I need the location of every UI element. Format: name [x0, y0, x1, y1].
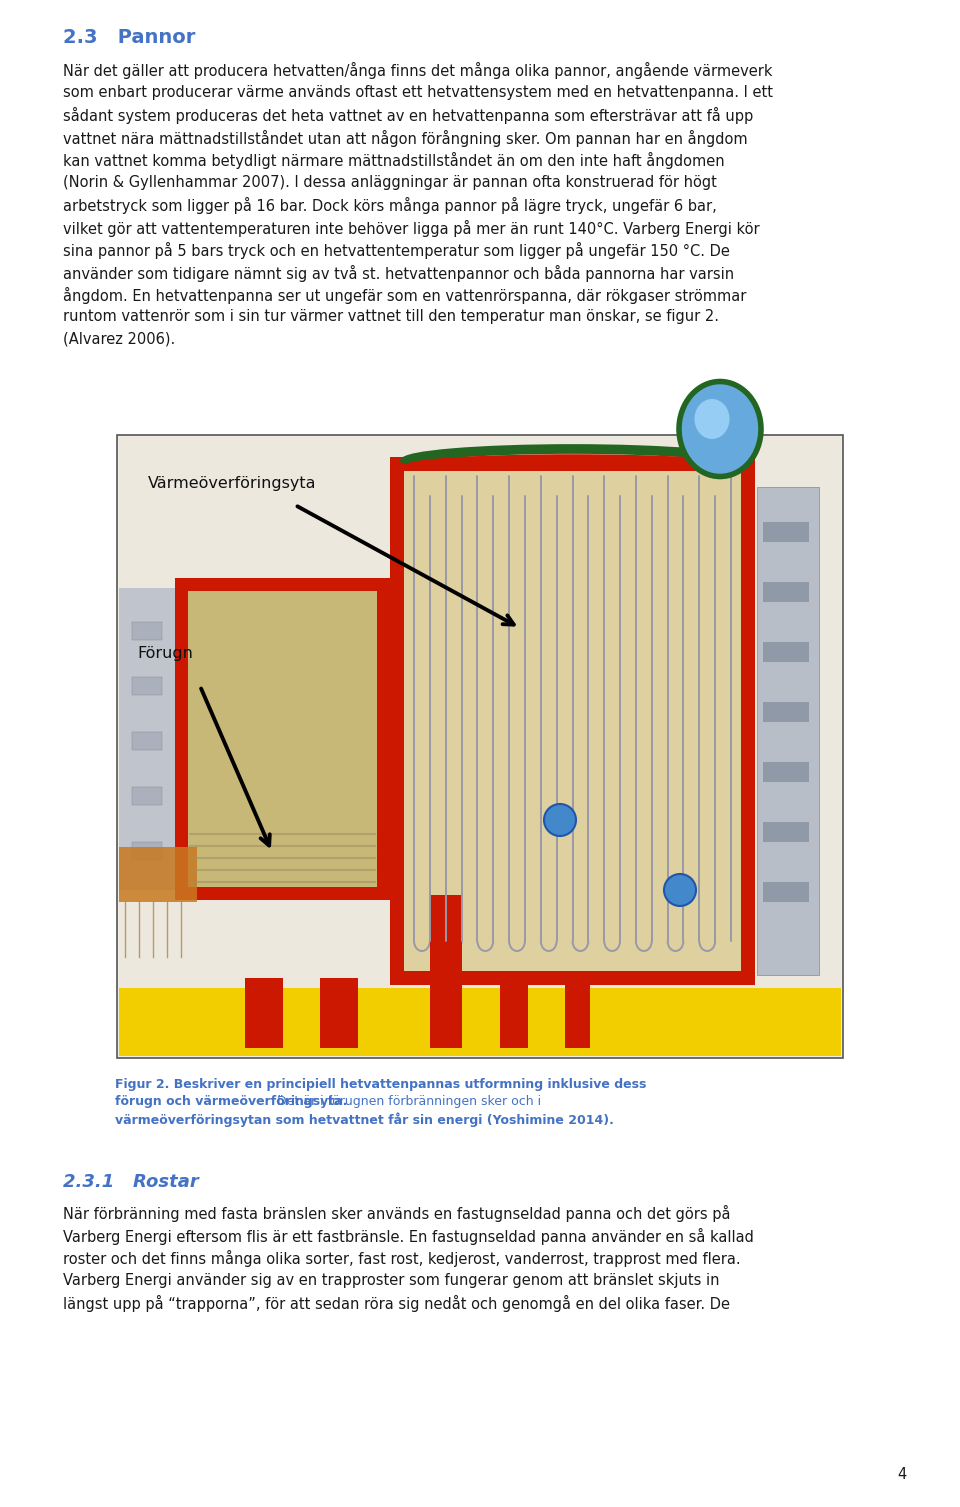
Ellipse shape [664, 874, 696, 906]
Text: Värmeöverföringsyta: Värmeöverföringsyta [148, 476, 317, 491]
Bar [188, 591, 377, 888]
Ellipse shape [694, 399, 730, 439]
Bar [757, 487, 819, 975]
Text: runtom vattenrör som i sin tur värmer vattnet till den temperatur man önskar, se: runtom vattenrör som i sin tur värmer va… [63, 309, 719, 324]
Text: Varberg Energi använder sig av en trapproster som fungerar genom att bränslet sk: Varberg Energi använder sig av en trappr… [63, 1272, 719, 1287]
Text: sina pannor på 5 bars tryck och en hetvattentemperatur som ligger på ungefär 150: sina pannor på 5 bars tryck och en hetva… [63, 243, 730, 259]
Bar [763, 582, 809, 601]
Text: som enbart producerar värme används oftast ett hetvattensystem med en hetvattenp: som enbart producerar värme används ofta… [63, 84, 773, 99]
Text: värmeöverföringsytan som hetvattnet får sin energi (Yoshimine 2014).: värmeöverföringsytan som hetvattnet får … [115, 1112, 613, 1127]
Bar [763, 821, 809, 842]
Bar [404, 472, 741, 971]
Bar [245, 978, 283, 1047]
Text: (Alvarez 2006).: (Alvarez 2006). [63, 332, 176, 347]
Bar [390, 457, 755, 986]
Bar [430, 895, 462, 986]
Text: (Norin & Gyllenhammar 2007). I dessa anläggningar är pannan ofta konstruerad för: (Norin & Gyllenhammar 2007). I dessa anl… [63, 175, 717, 190]
Text: förugn och värmeöverföringsyta.: förugn och värmeöverföringsyta. [115, 1096, 348, 1108]
Bar [117, 436, 843, 1058]
Bar [763, 882, 809, 903]
Text: När det gäller att producera hetvatten/ånga finns det många olika pannor, angåen: När det gäller att producera hetvatten/å… [63, 62, 773, 78]
Ellipse shape [679, 381, 761, 476]
Text: 2.3   Pannor: 2.3 Pannor [63, 29, 196, 47]
Bar [763, 702, 809, 722]
Bar [763, 521, 809, 543]
Text: kan vattnet komma betydligt närmare mättnadstillståndet än om den inte haft ångd: kan vattnet komma betydligt närmare mätt… [63, 152, 725, 169]
Text: Varberg Energi eftersom flis är ett fastbränsle. En fastugnseldad panna använder: Varberg Energi eftersom flis är ett fast… [63, 1228, 754, 1245]
Text: 4: 4 [898, 1466, 907, 1481]
Ellipse shape [544, 805, 576, 836]
Bar [320, 978, 358, 1047]
Bar [712, 433, 728, 463]
Bar [763, 763, 809, 782]
Bar [430, 978, 462, 1047]
Text: vattnet nära mättnadstillståndet utan att någon förångning sker. Om pannan har e: vattnet nära mättnadstillståndet utan at… [63, 130, 748, 146]
Text: Figur 2. Beskriver en principiell hetvattenpannas utformning inklusive dess: Figur 2. Beskriver en principiell hetvat… [115, 1078, 646, 1091]
Text: roster och det finns många olika sorter, fast rost, kedjerost, vanderrost, trapp: roster och det finns många olika sorter,… [63, 1249, 740, 1267]
Text: använder som tidigare nämnt sig av två st. hetvattenpannor och båda pannorna har: använder som tidigare nämnt sig av två s… [63, 265, 734, 282]
Text: vilket gör att vattentemperaturen inte behöver ligga på mer än runt 140°C. Varbe: vilket gör att vattentemperaturen inte b… [63, 220, 759, 237]
Bar [175, 579, 390, 900]
Text: 2.3.1   Rostar: 2.3.1 Rostar [63, 1172, 199, 1191]
Bar [132, 677, 162, 695]
Bar [132, 787, 162, 805]
Bar [132, 732, 162, 750]
Bar [132, 842, 162, 860]
Text: ångdom. En hetvattenpanna ser ut ungefär som en vattenrörspanna, där rökgaser st: ångdom. En hetvattenpanna ser ut ungefär… [63, 286, 746, 304]
Text: arbetstryck som ligger på 16 bar. Dock körs många pannor på lägre tryck, ungefär: arbetstryck som ligger på 16 bar. Dock k… [63, 197, 717, 214]
Bar [119, 847, 197, 903]
Text: Det är i förugnen förbränningen sker och i: Det är i förugnen förbränningen sker och… [273, 1096, 541, 1108]
Bar [119, 588, 175, 891]
Bar [119, 989, 841, 1056]
Bar [500, 978, 528, 1047]
Bar [119, 437, 841, 1056]
Bar [763, 642, 809, 662]
Text: När förbränning med fasta bränslen sker används en fastugnseldad panna och det g: När förbränning med fasta bränslen sker … [63, 1206, 731, 1222]
Text: sådant system produceras det heta vattnet av en hetvattenpanna som eftersträvar : sådant system produceras det heta vattne… [63, 107, 754, 124]
Text: längst upp på “trapporna”, för att sedan röra sig nedåt och genomgå en del olika: längst upp på “trapporna”, för att sedan… [63, 1295, 730, 1313]
Bar [565, 978, 590, 1047]
Bar [132, 622, 162, 640]
Text: Förugn: Förugn [137, 647, 193, 662]
